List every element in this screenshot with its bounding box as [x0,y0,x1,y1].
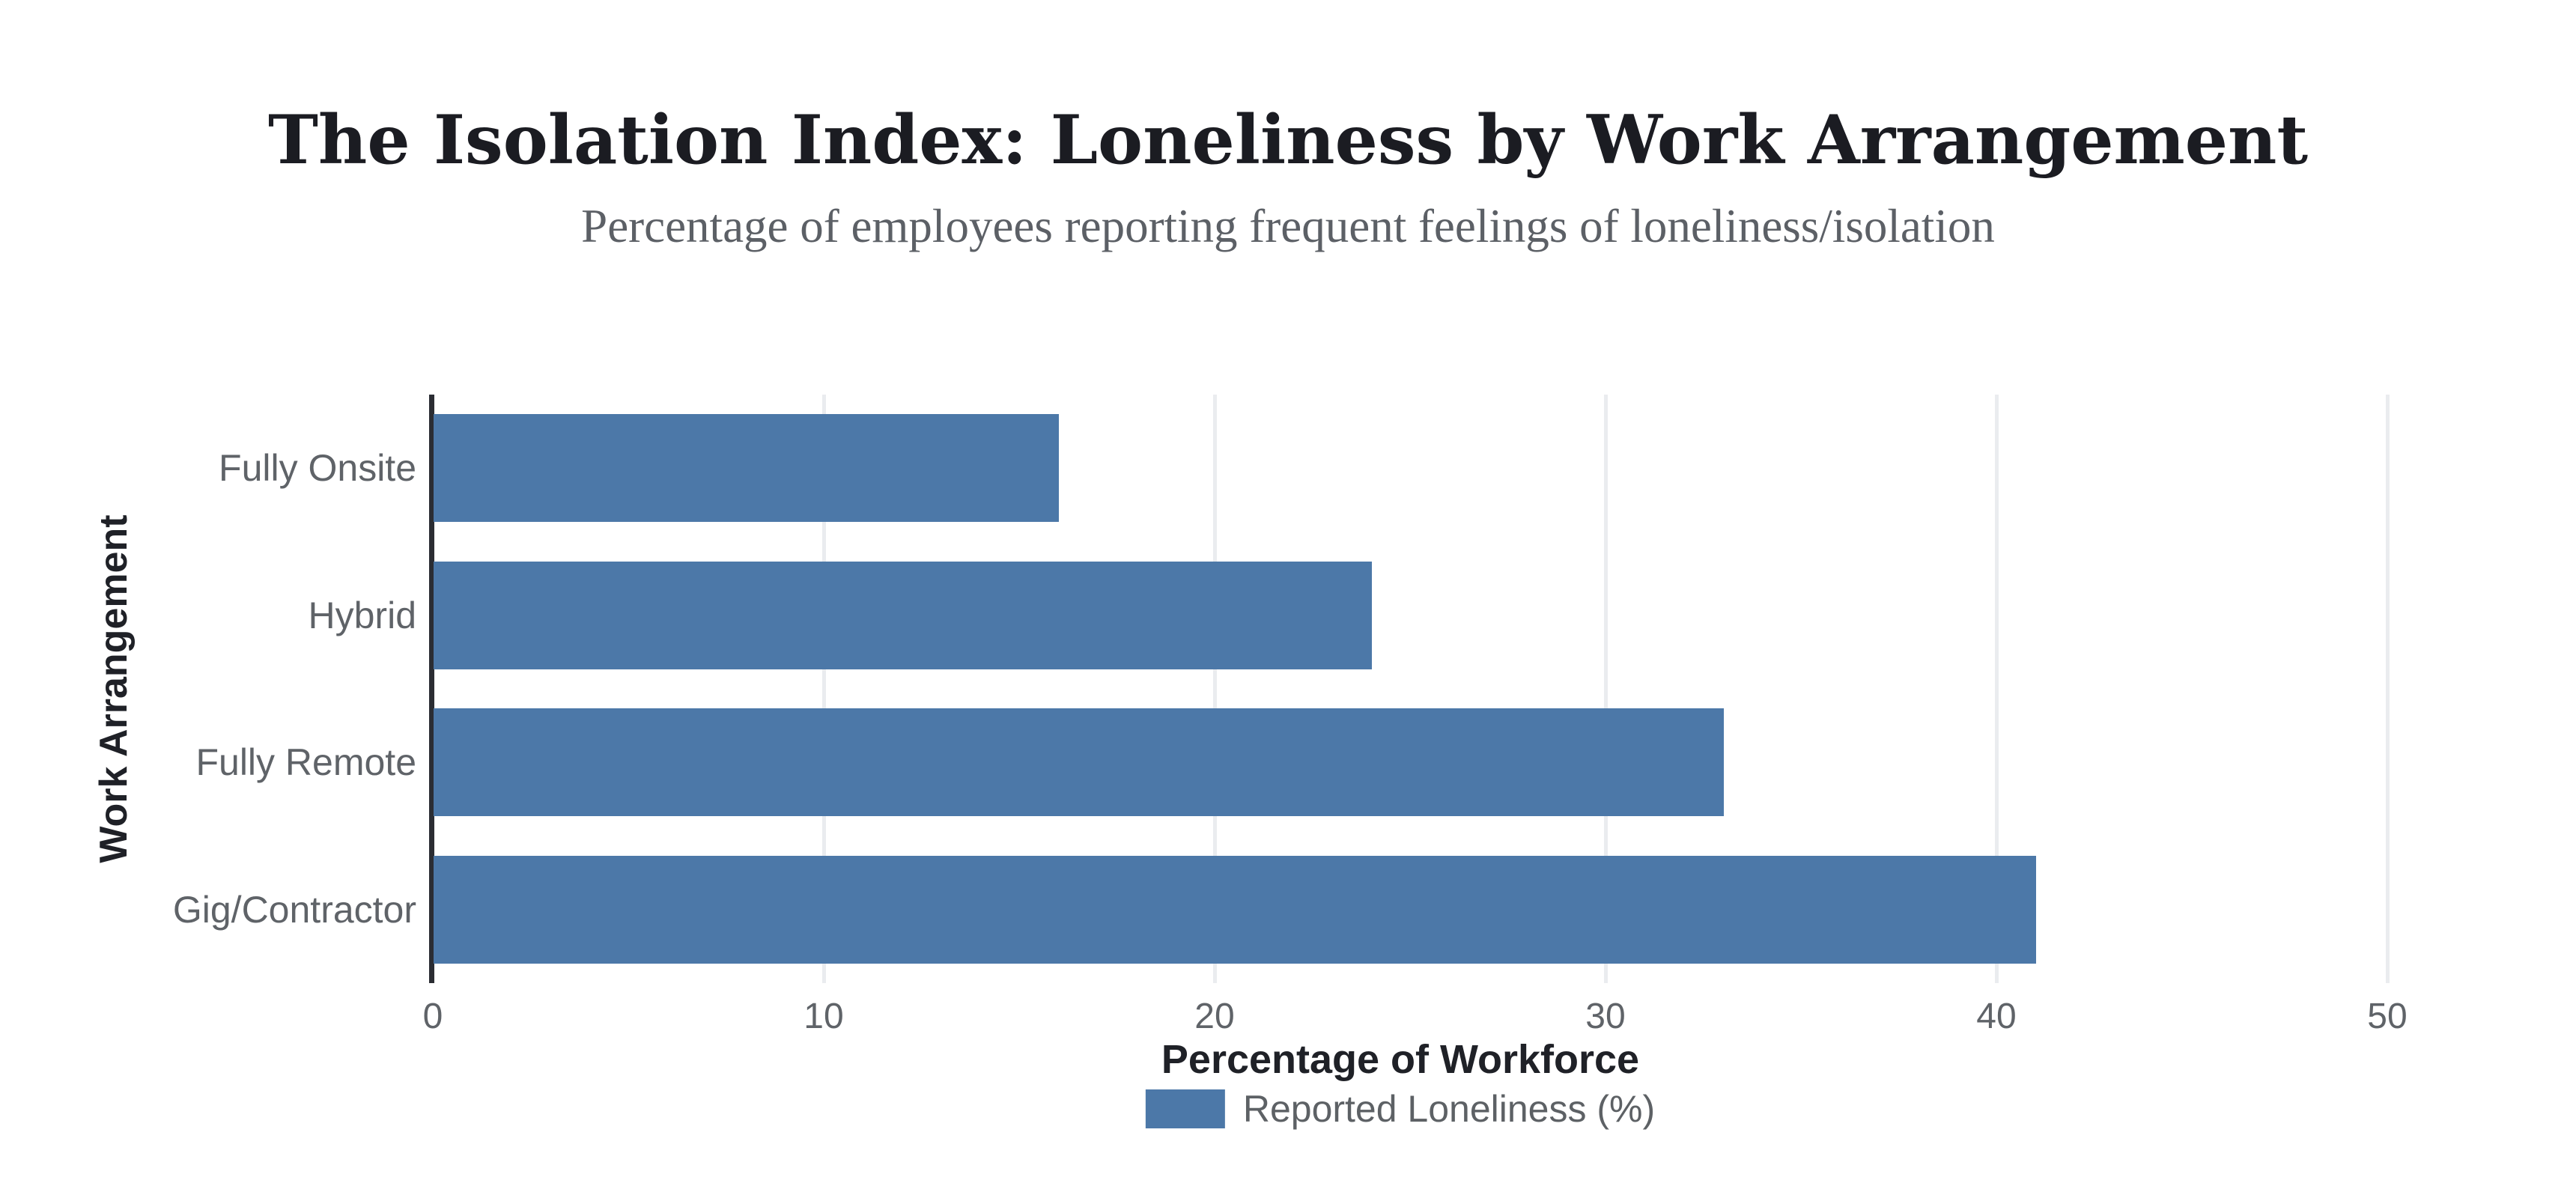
chart-title: The Isolation Index: Loneliness by Work … [267,100,2309,180]
legend-swatch [1145,1089,1225,1128]
x-axis-title: Percentage of Workforce [1161,1037,1640,1082]
x-tick-label-40: 40 [1976,997,2017,1036]
x-tick-label-10: 10 [804,997,844,1036]
x-tick-label-20: 20 [1194,997,1235,1036]
legend: Reported Loneliness (%) [1145,1087,1656,1131]
x-tick-label-50: 50 [2367,997,2408,1036]
gridline-x-20 [1213,395,1217,983]
y-tick-label-gig-contractor: Gig/Contractor [172,889,416,931]
gridline-x-50 [2386,395,2390,983]
y-axis-line [429,395,434,983]
gridline-x-10 [822,395,826,983]
y-tick-label-fully-onsite: Fully Onsite [219,447,416,489]
legend-label: Reported Loneliness (%) [1242,1088,1656,1130]
bar-fully-onsite [434,414,1059,522]
y-axis-title: Work Arrangement [92,514,136,863]
y-tick-label-hybrid: Hybrid [308,595,416,636]
x-tick-label-0: 0 [422,997,443,1036]
bar-fully-remote [434,708,1724,816]
x-tick-label-30: 30 [1585,997,1626,1036]
bar-gig-contractor [434,856,2036,964]
gridline-x-40 [1995,395,1999,983]
bar-hybrid [434,562,1372,669]
gridline-x-30 [1604,395,1608,983]
chart-subtitle: Percentage of employees reporting freque… [581,200,1995,252]
y-tick-label-fully-remote: Fully Remote [195,741,416,783]
